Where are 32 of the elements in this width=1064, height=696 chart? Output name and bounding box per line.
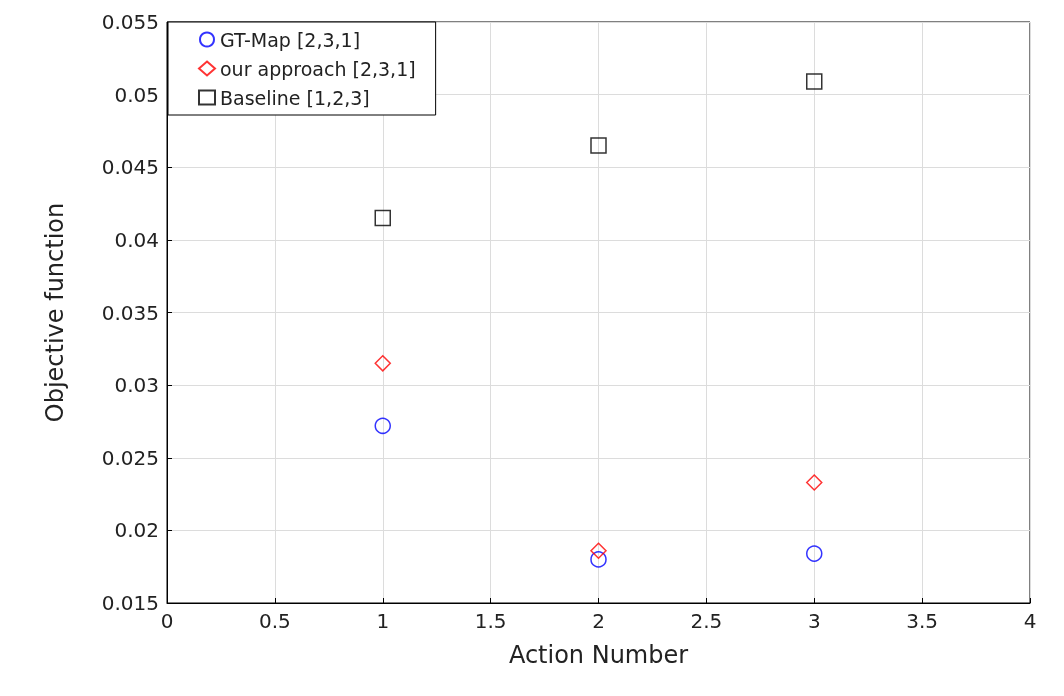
- x-tick-label: 1.5: [474, 609, 507, 633]
- x-tick-label: 1: [376, 609, 390, 633]
- y-tick-label: 0.035: [101, 300, 159, 325]
- y-tick-label: 0.045: [101, 155, 159, 180]
- x-tick-label: 0.5: [258, 609, 291, 633]
- x-tick-label: 3.5: [906, 609, 939, 633]
- point: [806, 474, 823, 491]
- y-tick-label: 0.04: [114, 227, 159, 252]
- point: [374, 209, 391, 227]
- x-axis-title: Action Number: [508, 641, 689, 669]
- x-tick-label: 4: [1023, 609, 1037, 633]
- x-tick-label: 0: [160, 609, 174, 633]
- point: [374, 355, 391, 372]
- point: [806, 545, 823, 562]
- legend-label: Baseline [1,2,3]: [220, 86, 370, 109]
- y-tick-label: 0.055: [101, 10, 159, 34]
- x-tick-label: 3: [807, 609, 821, 633]
- point: [374, 417, 391, 435]
- legend-label: GT-Map [2,3,1]: [220, 28, 361, 51]
- y-tick-label: 0.05: [114, 82, 159, 107]
- y-tick-label: 0.015: [101, 591, 159, 615]
- point: [590, 551, 607, 568]
- y-tick-label: 0.03: [114, 373, 159, 398]
- point: [590, 137, 607, 154]
- point: [590, 542, 607, 559]
- y-tick-label: 0.025: [101, 445, 159, 470]
- y-axis-title: Objective function: [41, 202, 69, 423]
- y-tick-label: 0.02: [114, 518, 159, 543]
- x-tick-label: 2: [592, 609, 605, 633]
- legend-label: our approach [2,3,1]: [220, 57, 416, 80]
- point: [806, 73, 823, 90]
- x-tick-label: 2.5: [690, 609, 723, 633]
